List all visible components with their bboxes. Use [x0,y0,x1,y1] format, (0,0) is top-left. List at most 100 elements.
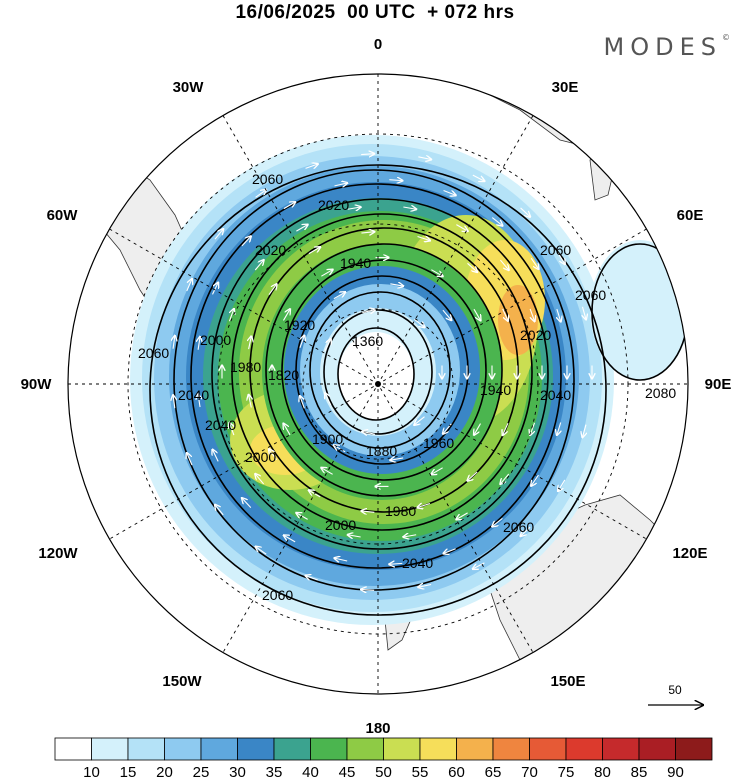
wind-vector-arrow [249,395,252,408]
wind-vector-arrow [442,309,451,320]
contour-label: 2060 [262,587,293,603]
wind-vector-arrow [467,262,478,272]
map-boundary [67,73,689,695]
wind-vector-arrow [241,236,251,247]
wind-vector-arrow [417,236,430,240]
colorbar-swatch [456,737,494,761]
wind-vector-arrow [229,423,233,436]
colorbar-swatch [54,737,92,761]
wind-vector-arrow [254,260,263,271]
wind-vector-arrow [242,498,252,509]
wind-vector-arrow [389,563,403,564]
wind-vector-arrow [198,337,200,350]
wind-vector-arrow [283,424,291,436]
wind-vector-arrow [403,207,416,209]
wind-vector-arrow [503,422,509,435]
wind-vector-arrow [456,512,468,520]
colorbar-swatch [529,737,567,761]
reference-vector: 50 [648,683,703,705]
wind-vector-arrow [390,284,403,286]
colorbar-swatch [638,737,676,761]
contour-label: 2040 [402,555,433,571]
lon-label: 90W [21,376,53,393]
contour-label: 2040 [540,387,571,403]
wind-vector-arrow [212,283,219,295]
wind-vector-arrow [321,270,332,277]
wind-vector-arrow [186,279,192,292]
wind-vector-arrow [558,479,566,491]
wind-vector-arrow [582,424,586,438]
colorbar-label: 75 [557,764,575,781]
wind-vector-arrow [198,394,200,408]
lon-label: 30E [552,79,579,96]
wind-vector-arrow [557,422,561,434]
wind-vector-arrow [249,336,252,350]
wind-vector-arrow [492,517,503,526]
contour-label: 2040 [178,387,209,403]
contour-label: 1920 [284,317,315,333]
wind-vector-arrow [418,157,431,160]
pole-marker [375,381,381,387]
contour-label: 2040 [205,417,236,433]
wind-vector-arrow [321,468,333,475]
wind-vector-arrow [456,224,467,232]
colorbar-label: 65 [484,764,502,781]
colorbar-swatch [200,737,238,761]
wind-vector-arrow [348,535,361,537]
wind-vector-arrow [530,308,534,321]
wind-vector-arrow [361,154,374,155]
colorbar-label: 85 [630,764,648,781]
contour-label: 2060 [503,519,534,535]
colorbar-label: 20 [156,764,173,781]
wind-vector-arrow [473,562,485,569]
colorbar-label: 45 [338,764,356,781]
lon-label: 0 [374,36,382,53]
contour-label: 1900 [312,431,343,447]
wind-vector-arrow [173,336,175,349]
wind-vector-arrow [502,308,508,321]
colorbar-swatch [675,737,713,761]
contour-label: 2000 [245,449,276,465]
wind-vector-arrow [284,535,296,543]
colorbar-label: 60 [448,764,465,781]
colorbar-label: 55 [411,764,429,781]
wind-vector-arrow [300,396,304,409]
colorbar-label: 35 [265,764,283,781]
contour-label: 1820 [268,367,299,383]
wind-vector-arrow [521,526,531,536]
height-contours [149,164,688,616]
colorbar-swatch [419,737,457,761]
colorbar-label: 40 [302,764,319,781]
wind-vector-arrow [443,190,456,196]
reference-vector-label: 50 [668,683,682,697]
colorbar-swatch [602,737,640,761]
wind-vector-arrow [414,416,425,425]
wind-vector-arrow [173,395,175,409]
wind-vector-arrow [473,308,481,320]
contour-label: 2020 [255,242,286,258]
wind-vector-arrow [324,339,331,352]
contour-label: 2060 [575,287,606,303]
lon-label: 150E [550,673,585,690]
wind-vector-arrow [334,183,347,186]
contour-label: 1360 [352,333,383,349]
wind-vector-arrow [444,548,456,554]
wind-vector-arrow [361,589,375,590]
colorbar-swatch [383,737,421,761]
colorbar-swatch [237,737,275,761]
wind-vector-arrow [472,174,485,181]
wind-vector-arrow [269,449,278,461]
colorbar-swatch [127,737,165,761]
contour-label: 2020 [520,327,551,343]
wind-vector-arrow [389,180,402,181]
wind-vector-arrow [362,431,376,434]
wind-vector-arrow [255,190,267,198]
colorbar-label: 80 [594,764,611,781]
wind-vector-arrow [500,473,510,484]
map-disk [68,74,688,694]
wind-vector-arrow [474,423,481,435]
colorbar-label: 10 [83,764,100,781]
wind-vector-arrow [187,453,193,466]
lon-label: 90E [705,376,732,393]
wind-vector-arrow [418,504,431,508]
